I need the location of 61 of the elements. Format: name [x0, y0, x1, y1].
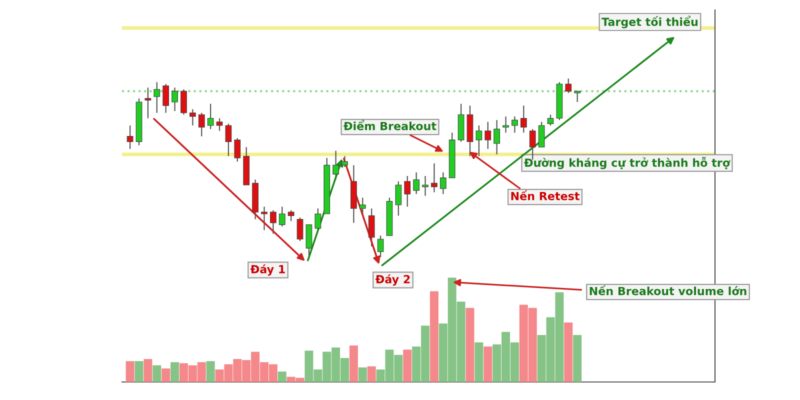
bar [367, 366, 376, 382]
ref-line-label: Target tối thiểu [602, 16, 698, 28]
candlestick [538, 121, 545, 148]
candlestick [422, 175, 428, 196]
text: Nến Breakout volume lớn [590, 285, 746, 296]
bar [126, 361, 134, 382]
bar [144, 359, 152, 382]
candlestick [547, 114, 554, 126]
candlestick [216, 118, 223, 132]
candlestick [502, 116, 509, 134]
candlestick [368, 208, 375, 247]
candlestick [234, 138, 241, 162]
bar [474, 342, 484, 382]
candlestick [162, 83, 170, 114]
bar [152, 365, 162, 382]
candlestick [440, 172, 446, 195]
candlestick [484, 121, 492, 150]
candlestick [404, 175, 411, 208]
candlestick [180, 88, 187, 116]
bar [134, 361, 144, 382]
bar [466, 308, 474, 382]
candlestick [225, 123, 232, 157]
bar [206, 361, 215, 382]
bar [564, 322, 573, 382]
candlestick [288, 210, 294, 222]
annotation: Nến Retest [511, 190, 580, 200]
candlestick [520, 105, 527, 134]
candlestick [198, 112, 205, 137]
bar [162, 368, 170, 382]
candlestick [189, 108, 196, 126]
candlestick [154, 82, 160, 114]
bar [430, 291, 438, 382]
bar [358, 367, 367, 382]
candlestick [377, 234, 384, 258]
candlestick [144, 87, 152, 119]
candlestick [574, 90, 581, 103]
bar [278, 372, 286, 382]
bar [403, 350, 412, 382]
bar [349, 345, 358, 382]
candlestick [207, 103, 214, 130]
annotation: Đáy 2 [376, 274, 410, 286]
candlestick [512, 116, 518, 134]
annotation: Điểm Breakout [344, 120, 436, 130]
candlestick [476, 124, 482, 157]
text: Đáy 1 [250, 264, 285, 276]
candlestick [270, 210, 276, 234]
candlestick [296, 216, 304, 242]
bar [573, 335, 582, 382]
candlestick [395, 180, 402, 216]
bar [170, 362, 180, 382]
candlestick [413, 172, 420, 195]
candlestick [565, 78, 572, 94]
candlestick [332, 150, 339, 180]
ref-line-label: Đường kháng cự trở thành hỗ trợ [524, 156, 730, 170]
candlestick [431, 162, 438, 193]
candlestick [278, 206, 286, 228]
candlestick [126, 124, 134, 150]
candlestick [494, 120, 500, 155]
bar [484, 346, 492, 382]
candlestick [342, 156, 348, 168]
candlestick [172, 87, 178, 112]
